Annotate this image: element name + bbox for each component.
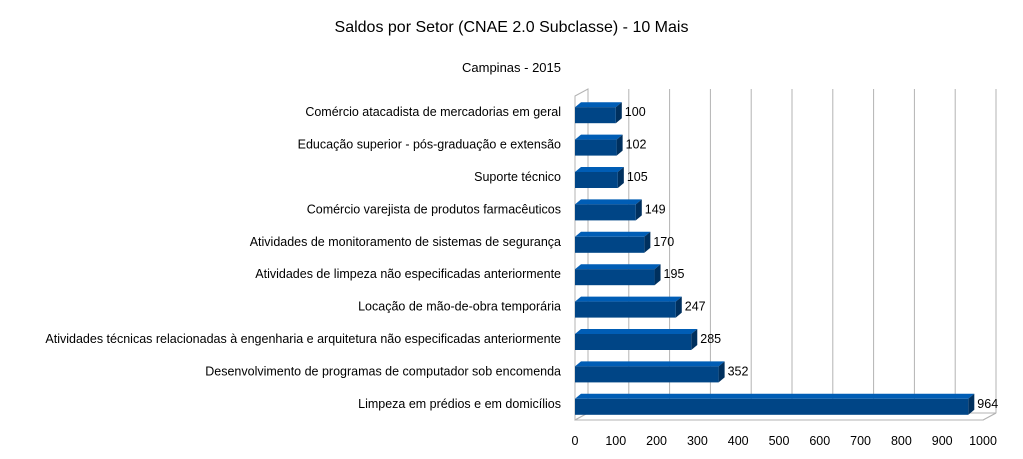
bar-layer bbox=[575, 102, 975, 415]
bar-top bbox=[575, 361, 725, 367]
chart-title: Saldos por Setor (CNAE 2.0 Subclasse) - … bbox=[334, 19, 689, 36]
category-label: Atividades de limpeza não especificadas … bbox=[255, 267, 561, 281]
bar-end bbox=[691, 329, 698, 350]
x-tick-label: 600 bbox=[809, 434, 830, 448]
label-layer: 0 100 200 300 400 500 600 700 800 900 1000 Comércio… bbox=[45, 105, 998, 448]
bar-end bbox=[616, 134, 623, 156]
chart-subtitle: Campinas - 2015 bbox=[462, 60, 561, 75]
category-label: Limpeza em prédios e em domicílios bbox=[358, 397, 561, 411]
bar-end bbox=[635, 199, 642, 221]
bar-top bbox=[575, 329, 698, 334]
data-label: 285 bbox=[700, 332, 721, 346]
category-label: Comércio atacadista de mercadorias em ge… bbox=[305, 105, 561, 119]
bar bbox=[575, 167, 624, 188]
category-label: Comércio varejista de produtos farmacêut… bbox=[307, 202, 561, 216]
bar-end bbox=[654, 264, 661, 286]
bar bbox=[575, 296, 682, 318]
data-label: 195 bbox=[664, 267, 685, 281]
bar-front bbox=[575, 139, 617, 156]
bar-end bbox=[615, 102, 622, 124]
bar bbox=[575, 199, 642, 221]
category-label: Atividades técnicas relacionadas à engen… bbox=[45, 332, 561, 346]
bar-end bbox=[644, 231, 651, 253]
x-tick-label: 0 bbox=[572, 434, 579, 448]
bar bbox=[575, 264, 661, 286]
bar-front bbox=[575, 236, 645, 253]
data-label: 247 bbox=[685, 300, 706, 314]
data-label: 149 bbox=[645, 202, 666, 216]
bar-front bbox=[575, 172, 618, 188]
bar-end bbox=[718, 361, 725, 383]
bar-front bbox=[575, 366, 719, 383]
data-label: 352 bbox=[728, 364, 749, 378]
data-label: 105 bbox=[627, 170, 648, 184]
bar-top bbox=[575, 134, 623, 140]
bar-front bbox=[575, 301, 676, 318]
bar-top bbox=[575, 393, 975, 399]
bar-top bbox=[575, 199, 642, 205]
bar-top bbox=[575, 231, 651, 237]
bar-end bbox=[968, 393, 975, 415]
bar-end bbox=[675, 296, 682, 318]
category-label: Suporte técnico bbox=[474, 170, 561, 184]
bar-front bbox=[575, 269, 655, 286]
bar-top bbox=[575, 102, 622, 108]
bar bbox=[575, 329, 698, 350]
x-tick-label: 500 bbox=[769, 434, 790, 448]
category-label: Atividades de monitoramento de sistemas … bbox=[250, 235, 561, 249]
bar bbox=[575, 231, 651, 253]
x-tick-label: 300 bbox=[687, 434, 708, 448]
x-tick-label: 1000 bbox=[969, 434, 997, 448]
category-label: Desenvolvimento de programas de computad… bbox=[205, 364, 561, 378]
data-label: 102 bbox=[626, 138, 647, 152]
bar-top bbox=[575, 264, 661, 270]
category-label: Educação superior - pós-graduação e exte… bbox=[298, 138, 561, 152]
category-label: Locação de mão-de-obra temporária bbox=[358, 300, 561, 314]
bar-front bbox=[575, 107, 616, 124]
bar-top bbox=[575, 167, 624, 172]
data-label: 170 bbox=[653, 235, 674, 249]
data-label: 100 bbox=[625, 105, 646, 119]
x-tick-label: 100 bbox=[605, 434, 626, 448]
x-tick-label: 400 bbox=[728, 434, 749, 448]
bar bbox=[575, 102, 622, 124]
bar-top bbox=[575, 296, 682, 302]
bar-end bbox=[617, 167, 624, 188]
x-tick-label: 900 bbox=[932, 434, 953, 448]
bar-front bbox=[575, 334, 692, 350]
bar-front bbox=[575, 398, 969, 415]
bar bbox=[575, 361, 725, 383]
bar-front bbox=[575, 204, 636, 221]
data-label: 964 bbox=[977, 397, 998, 411]
bar bbox=[575, 134, 623, 156]
x-tick-label: 800 bbox=[891, 434, 912, 448]
bar bbox=[575, 393, 975, 415]
x-tick-label: 200 bbox=[646, 434, 667, 448]
x-tick-label: 700 bbox=[850, 434, 871, 448]
